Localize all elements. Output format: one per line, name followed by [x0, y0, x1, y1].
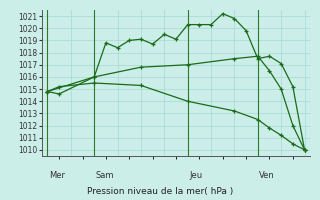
Text: Jeu: Jeu — [189, 171, 203, 180]
Text: Mer: Mer — [49, 171, 65, 180]
Text: Sam: Sam — [96, 171, 114, 180]
Text: Ven: Ven — [260, 171, 275, 180]
Text: Pression niveau de la mer( hPa ): Pression niveau de la mer( hPa ) — [87, 187, 233, 196]
